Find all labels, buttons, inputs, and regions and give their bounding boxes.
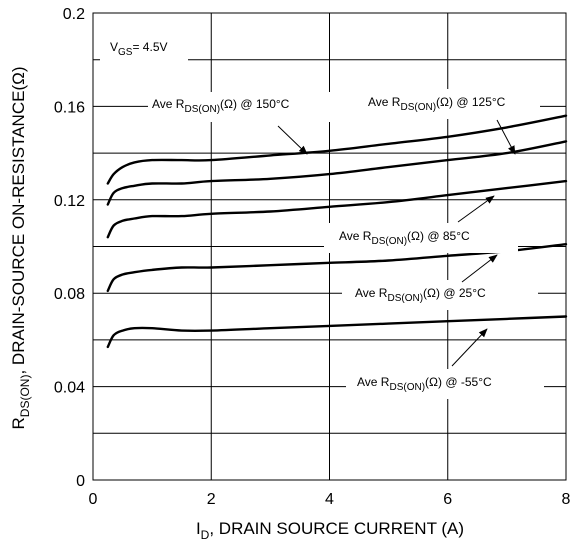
series-label-85: Ave RDS(ON)(Ω) @ 85°C — [339, 229, 470, 247]
series-label-n55: Ave RDS(ON)(Ω) @ -55°C — [357, 375, 492, 393]
condition-box — [100, 31, 188, 61]
series-label-25: Ave RDS(ON)(Ω) @ 25°C — [355, 286, 486, 304]
label-box-150 — [148, 92, 362, 122]
y-tick-label: 0.16 — [54, 99, 85, 116]
series-line-4 — [106, 315, 568, 349]
plot-frame — [92, 12, 567, 481]
series-label-150: Ave RDS(ON)(Ω) @ 150°C — [152, 97, 290, 115]
x-tick-label: 4 — [325, 491, 334, 508]
arrow-150 — [277, 125, 308, 155]
x-tick-label: 8 — [562, 491, 571, 508]
label-box-125 — [362, 89, 540, 119]
arrow-n55 — [451, 328, 488, 367]
arrow-25 — [461, 254, 498, 283]
y-tick-label: 0.12 — [54, 193, 85, 210]
y-tick-label: 0 — [76, 473, 85, 490]
y-tick-label: 0.2 — [63, 6, 85, 23]
label-box-85 — [324, 223, 518, 253]
condition-label: VGS= 4.5V — [110, 40, 168, 58]
label-box-25 — [342, 280, 538, 310]
y-tick-label: 0.04 — [54, 380, 85, 397]
arrow-125 — [496, 119, 516, 155]
label-box-n55 — [346, 369, 544, 399]
series-line-0 — [106, 114, 568, 185]
series-label-125: Ave RDS(ON)(Ω) @ 125°C — [368, 95, 506, 113]
y-tick-label: 0.08 — [54, 286, 85, 303]
x-tick-label: 0 — [89, 491, 98, 508]
series-line-2 — [106, 179, 568, 239]
y-axis-title: RDS(ON), DRAIN-SOURCE ON-RESISTANCE(Ω) — [9, 67, 32, 430]
x-tick-label: 6 — [443, 491, 452, 508]
x-tick-label: 2 — [207, 491, 216, 508]
arrow-85 — [457, 195, 495, 223]
series-line-3 — [106, 243, 568, 293]
series-line-1 — [106, 140, 568, 206]
x-axis-title: ID, DRAIN SOURCE CURRENT (A) — [196, 519, 464, 542]
